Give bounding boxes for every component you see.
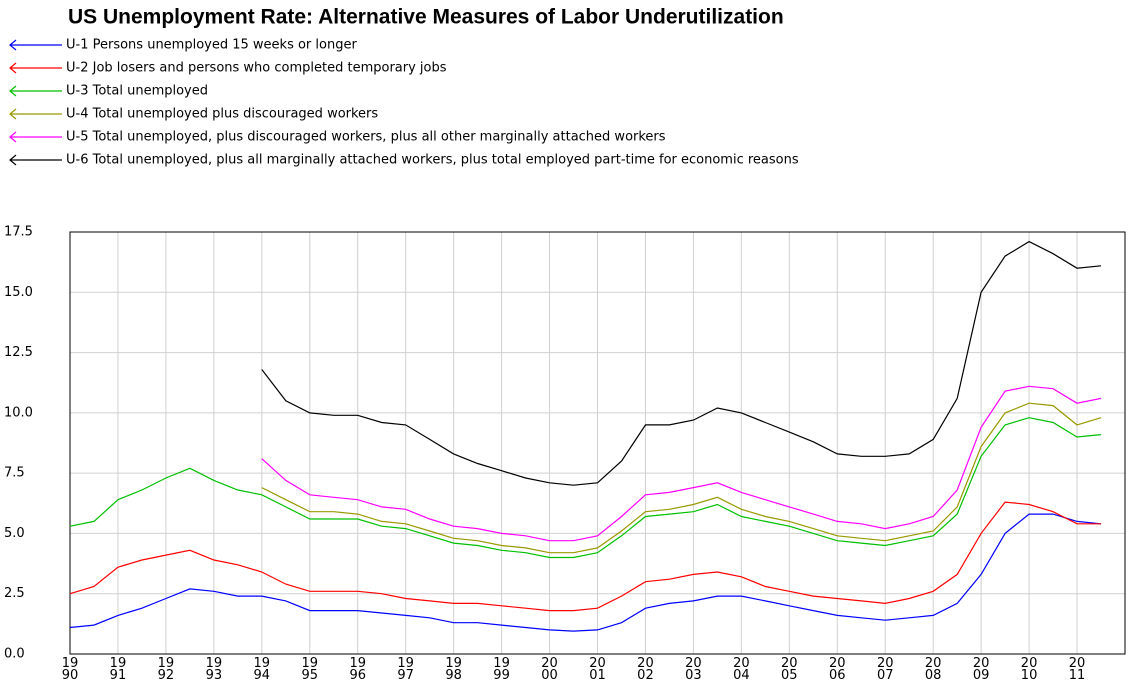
series-line bbox=[261, 402, 1102, 554]
x-tick-label: 1992 bbox=[157, 656, 175, 683]
y-tick-label: 0.0 bbox=[4, 647, 25, 662]
x-tick-label: 1994 bbox=[253, 656, 271, 683]
plot-frame bbox=[69, 231, 1126, 655]
y-tick-label: 7.5 bbox=[4, 466, 25, 481]
y-tick-label: 2.5 bbox=[4, 586, 25, 601]
x-tick-label: 2003 bbox=[685, 656, 702, 683]
chart-title: US Unemployment Rate: Alternative Measur… bbox=[68, 6, 784, 29]
series-line bbox=[261, 385, 1102, 542]
x-tick-label: 2008 bbox=[924, 656, 942, 683]
series-line bbox=[261, 240, 1102, 486]
x-tick-label: 1990 bbox=[61, 656, 79, 683]
x-tick-label: 1993 bbox=[205, 656, 223, 683]
legend-arrow bbox=[9, 131, 17, 143]
x-tick-label: 2001 bbox=[589, 656, 606, 683]
legend-label: U-4 Total unemployed plus discouraged wo… bbox=[66, 107, 378, 122]
x-tick-label: 1991 bbox=[109, 656, 127, 683]
series-line bbox=[69, 501, 1101, 612]
x-tick-label: 1995 bbox=[301, 656, 319, 683]
legend-label: U-5 Total unemployed, plus discouraged w… bbox=[66, 130, 666, 145]
x-tick-label: 1996 bbox=[349, 656, 366, 683]
legend-arrow bbox=[9, 108, 17, 120]
y-tick-label: 15.0 bbox=[4, 285, 33, 300]
x-tick-label: 2009 bbox=[972, 656, 990, 683]
x-tick-label: 2010 bbox=[1020, 656, 1038, 683]
legend-label: U-3 Total unemployed bbox=[66, 84, 208, 99]
legend-label: U-2 Job losers and persons who completed… bbox=[66, 61, 447, 76]
y-tick-label: 17.5 bbox=[4, 225, 33, 240]
x-tick-label: 1998 bbox=[445, 656, 462, 683]
legend-arrow bbox=[9, 39, 17, 51]
x-tick-label: 1999 bbox=[493, 656, 510, 683]
x-tick-label: 2011 bbox=[1068, 656, 1086, 683]
x-tick-label: 2007 bbox=[876, 656, 894, 683]
x-tick-label: 1997 bbox=[397, 656, 414, 683]
y-tick-label: 10.0 bbox=[4, 405, 33, 420]
x-tick-label: 2005 bbox=[781, 656, 798, 683]
legend-arrow bbox=[9, 62, 17, 74]
series-line bbox=[69, 417, 1102, 559]
x-tick-label: 2002 bbox=[637, 656, 654, 683]
x-tick-label: 2000 bbox=[541, 656, 558, 683]
y-tick-label: 5.0 bbox=[4, 526, 25, 541]
x-tick-label: 2004 bbox=[733, 656, 750, 683]
y-tick-label: 12.5 bbox=[4, 345, 33, 360]
x-tick-label: 2006 bbox=[828, 656, 846, 683]
legend-label: U-1 Persons unemployed 15 weeks or longe… bbox=[66, 38, 357, 53]
legend-arrow bbox=[9, 154, 17, 166]
series-line bbox=[69, 513, 1102, 632]
legend-label: U-6 Total unemployed, plus all marginall… bbox=[66, 153, 799, 168]
legend-arrow bbox=[9, 85, 17, 97]
